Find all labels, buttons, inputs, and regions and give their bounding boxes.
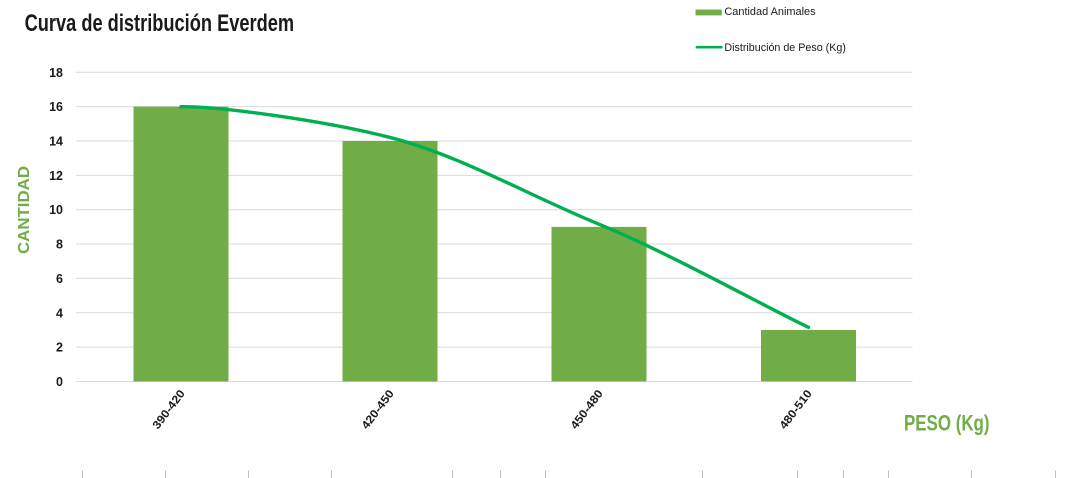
svg-text:Cantidad Animales: Cantidad Animales [724,6,816,18]
svg-text:PESO (Kg): PESO (Kg) [904,411,990,436]
svg-text:4: 4 [56,306,63,320]
svg-text:8: 8 [56,238,63,252]
svg-text:Distribución de Peso (Kg): Distribución de Peso (Kg) [724,42,846,54]
svg-text:10: 10 [49,203,63,217]
svg-text:12: 12 [49,169,63,183]
svg-text:16: 16 [49,100,63,114]
svg-text:CANTIDAD: CANTIDAD [16,166,33,254]
svg-text:2: 2 [56,341,63,355]
svg-text:14: 14 [49,135,63,149]
svg-text:6: 6 [56,272,63,286]
svg-text:0: 0 [56,375,63,389]
svg-text:18: 18 [49,66,63,80]
svg-text:Curva de distribución Everdem: Curva de distribución Everdem [25,10,295,37]
